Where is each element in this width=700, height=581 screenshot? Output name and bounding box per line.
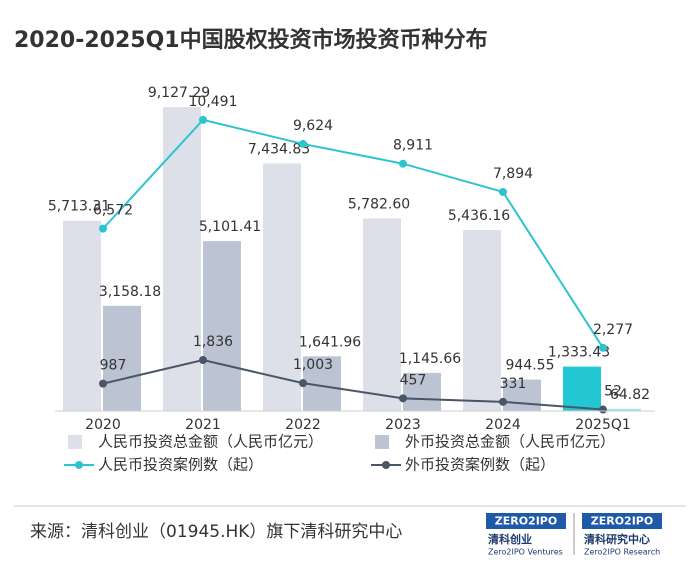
legend-label: 人民币投资总金额（人民币亿元）	[98, 433, 323, 451]
value-label: 7,434.83	[248, 141, 310, 157]
x-tick-label: 2021	[185, 417, 221, 433]
logo-name: 清科创业	[488, 532, 532, 546]
legend-label: 人民币投资案例数（起）	[98, 456, 263, 474]
logo-box	[582, 513, 662, 529]
bar	[363, 218, 401, 411]
value-label: 5,713.31	[48, 199, 110, 215]
bar	[563, 366, 601, 411]
x-tick-label: 2024	[485, 417, 521, 433]
point	[199, 115, 207, 124]
bar	[203, 241, 241, 411]
logo-sub: Zero2IPO Research	[584, 548, 660, 557]
point	[499, 397, 507, 406]
legend-swatch	[75, 461, 83, 469]
legend-label: 外币投资案例数（起）	[405, 456, 555, 474]
bar	[403, 372, 441, 411]
bar	[263, 163, 301, 411]
legend-swatch	[382, 461, 390, 469]
logo-brand: ZERO2IPO	[591, 515, 653, 528]
legend-swatch	[68, 435, 82, 449]
value-label: 52	[604, 384, 622, 400]
value-label: 1,003	[293, 357, 333, 373]
line	[102, 118, 604, 349]
point	[299, 379, 307, 388]
value-label: 10,491	[189, 94, 238, 110]
bar	[503, 379, 541, 411]
x-tick-label: 2022	[285, 417, 321, 433]
value-label: 987	[100, 358, 127, 374]
value-label: 9,624	[293, 118, 333, 134]
point	[99, 224, 107, 233]
bar	[463, 229, 501, 411]
point	[399, 394, 407, 403]
value-label: 1,641.96	[299, 334, 361, 350]
logo: ZERO2IPO 清科创业 Zero2IPO Ventures ZERO2IPO…	[486, 513, 662, 557]
value-label: 3,158.18	[99, 284, 161, 300]
value-label: 8,911	[393, 138, 433, 154]
value-label: 64.82	[610, 387, 650, 403]
x-tick-label: 2023	[385, 417, 421, 433]
point	[199, 356, 207, 365]
value-label: 5,101.41	[199, 219, 261, 235]
point	[499, 187, 507, 196]
chart-title: 2020-2025Q1中国股权投资市场投资币种分布	[14, 27, 488, 53]
value-label: 1,333.43	[548, 345, 610, 361]
bar	[103, 305, 141, 411]
value-label: 7,894	[493, 166, 533, 182]
legend-label: 外币投资总金额（人民币亿元）	[405, 433, 615, 451]
x-tick-label: 2020	[85, 417, 121, 433]
logo-name: 清科研究中心	[584, 532, 650, 546]
value-label: 6,572	[93, 203, 133, 219]
value-label: 1,145.66	[399, 351, 461, 367]
logo-box	[486, 513, 566, 529]
point	[599, 405, 607, 414]
logo-brand: ZERO2IPO	[495, 515, 557, 528]
point	[599, 343, 607, 352]
bar	[63, 220, 101, 411]
value-label: 1,836	[193, 334, 233, 350]
value-label: 331	[500, 376, 527, 392]
point	[299, 139, 307, 148]
value-label: 9,127.29	[148, 85, 210, 101]
value-label: 2,277	[593, 322, 633, 338]
value-label: 944.55	[506, 358, 555, 374]
legend-swatch	[375, 435, 389, 449]
value-label: 5,782.60	[348, 196, 410, 212]
line	[102, 359, 604, 411]
value-label: 5,436.16	[448, 208, 510, 224]
bar	[603, 408, 641, 411]
x-tick-label: 2025Q1	[575, 417, 631, 433]
point	[399, 159, 407, 168]
logo-sub: Zero2IPO Ventures	[488, 548, 563, 557]
source: 来源：清科创业（01945.HK）旗下清科研究中心	[30, 522, 402, 542]
point	[99, 379, 107, 388]
value-label: 457	[400, 372, 427, 388]
